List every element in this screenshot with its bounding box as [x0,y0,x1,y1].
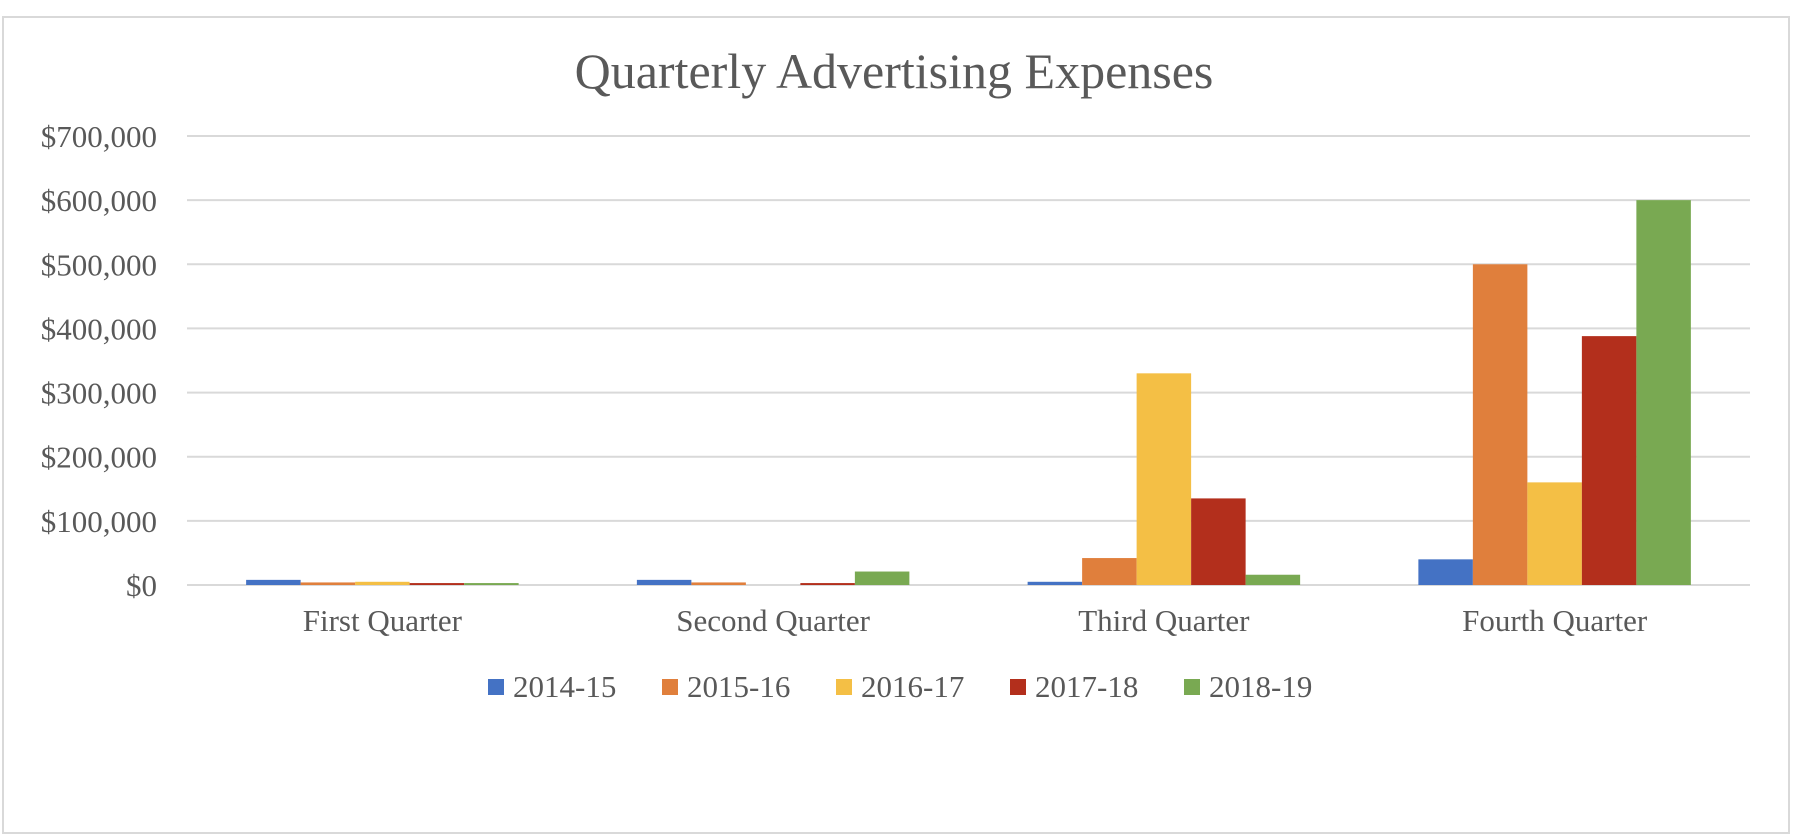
bar-2018-19-second-quarter [854,571,910,585]
x-axis-ticks: First Quarter Second Quarter Third Quarter… [303,603,1648,638]
y-tick-label: $500,000 [41,247,157,282]
bar-2014-15-first-quarter [246,579,301,585]
legend-label: 2014-15 [513,669,616,704]
x-tick-label: First Quarter [303,603,463,638]
legend-swatch [1184,679,1200,695]
y-tick-label: $100,000 [41,504,157,539]
bar-2015-16-first-quarter [300,582,356,585]
grid-layer [187,135,1750,586]
legend-swatch [1010,679,1026,695]
y-tick-label: $0 [126,568,157,603]
y-axis-ticks: $0 $100,000 $200,000 $300,000 $400,000 $500,0… [41,119,157,603]
chart-svg: Quarterly Advertising Expenses $0 $100,00… [41,43,1750,704]
y-tick-label: $700,000 [41,119,157,154]
bar-2017-18-first-quarter [409,583,465,585]
bar-layer [246,200,1691,585]
legend-swatch [488,679,504,695]
legend-label: 2016-17 [861,669,964,704]
y-tick-label: $300,000 [41,376,157,411]
bar-2017-18-third-quarter [1191,498,1246,585]
x-tick-label: Fourth Quarter [1462,603,1648,638]
x-tick-label: Third Quarter [1078,603,1250,638]
bar-2018-19-first-quarter [464,583,519,585]
bar-2014-15-third-quarter [1027,581,1083,585]
chart-title: Quarterly Advertising Expenses [575,43,1214,99]
bar-2016-17-fourth-quarter [1527,482,1582,585]
bar-2018-19-third-quarter [1245,574,1301,585]
y-tick-label: $400,000 [41,311,157,346]
bar-2016-17-third-quarter [1136,373,1192,585]
bar-2014-15-second-quarter [636,579,692,585]
legend-label: 2018-19 [1209,669,1312,704]
bar-2016-17-first-quarter [355,581,410,585]
bar-2017-18-second-quarter [800,583,855,585]
legend-label: 2015-16 [687,669,790,704]
chart-frame: Quarterly Advertising Expenses $0 $100,00… [2,16,1790,834]
y-tick-label: $200,000 [41,440,157,475]
bar-2017-18-fourth-quarter [1581,336,1637,585]
bar-2015-16-second-quarter [691,582,746,585]
x-tick-label: Second Quarter [676,603,870,638]
bar-2014-15-fourth-quarter [1418,559,1473,585]
bar-2015-16-third-quarter [1082,558,1137,585]
legend-swatch [836,679,852,695]
legend-swatch [662,679,678,695]
bar-2018-19-fourth-quarter [1636,200,1691,585]
y-tick-label: $600,000 [41,183,157,218]
legend-label: 2017-18 [1035,669,1138,704]
bar-2015-16-fourth-quarter [1472,264,1528,585]
legend: 2014-15 2015-16 2016-17 2017-18 2018-19 [488,669,1312,704]
